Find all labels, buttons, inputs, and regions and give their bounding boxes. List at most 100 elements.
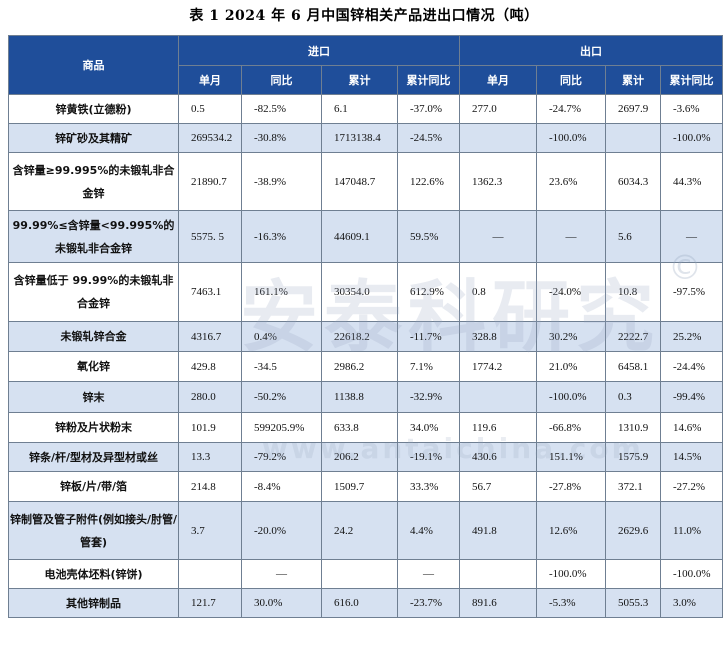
table-cell: 5.6	[605, 210, 661, 263]
table-cell: 44.3%	[660, 152, 723, 211]
product-name: 含锌量≥99.995%的未锻轧非合金锌	[8, 152, 179, 211]
table-cell: -5.3%	[536, 588, 606, 618]
table-cell: 24.2	[321, 501, 398, 560]
table-cell: 0.5	[178, 94, 242, 124]
product-name: 锌粉及片状粉末	[8, 412, 179, 443]
table-cell: 4.4%	[397, 501, 460, 560]
table-cell: -24.0%	[536, 262, 606, 322]
table-row: 含锌量低于 99.99%的未锻轧非合金锌 7463.1 161.1% 30354.0 6…	[8, 262, 723, 322]
product-name: 锌条/杆/型材及异型材或丝	[8, 442, 179, 472]
table-cell: -82.5%	[241, 94, 322, 124]
table-cell: -11.7%	[397, 321, 460, 352]
product-name: 未锻轧锌合金	[8, 321, 179, 352]
table-cell: 119.6	[459, 412, 537, 443]
table-cell: -99.4%	[660, 381, 723, 413]
table-cell: 6458.1	[605, 351, 661, 382]
table-cell: 122.6%	[397, 152, 460, 211]
table-row: 氧化锌 429.8 -34.5 2986.2 7.1% 1774.2 21.0% 6458.1…	[8, 351, 723, 382]
table-cell: -66.8%	[536, 412, 606, 443]
sub-header-row: 单月 同比 累计 累计同比 单月 同比 累计 累计同比	[9, 65, 723, 95]
table-cell: -100.0%	[536, 381, 606, 413]
table-cell: -3.6%	[660, 94, 723, 124]
table-cell: 269534.2	[178, 123, 242, 153]
table-cell: 12.6%	[536, 501, 606, 560]
product-name: 锌板/片/带/箔	[8, 471, 179, 502]
table-cell: 0.4%	[241, 321, 322, 352]
product-name: 锌黄铁(立德粉)	[8, 94, 179, 124]
table-cell: 280.0	[178, 381, 242, 413]
table-row: 电池壳体坯料(锌饼) — — -100.0% -100.0%	[8, 559, 723, 589]
table-cell	[178, 559, 242, 589]
table-cell: —	[459, 210, 537, 263]
table-cell: 7.1%	[397, 351, 460, 382]
table-cell: 7463.1	[178, 262, 242, 322]
table-cell: -50.2%	[241, 381, 322, 413]
table-cell	[459, 123, 537, 153]
table-cell: -100.0%	[536, 123, 606, 153]
table-cell: -97.5%	[660, 262, 723, 322]
table-cell	[605, 559, 661, 589]
table-cell: 891.6	[459, 588, 537, 618]
table-cell: 1138.8	[321, 381, 398, 413]
column-header: 单月	[178, 65, 242, 95]
table-cell: -23.7%	[397, 588, 460, 618]
table-cell: —	[660, 210, 723, 263]
table-cell: 101.9	[178, 412, 242, 443]
product-name: 其他锌制品	[8, 588, 179, 618]
table-cell	[605, 123, 661, 153]
table-cell	[459, 381, 537, 413]
zinc-trade-table: 商品 进口 出口 单月 同比 累计 累计同比 单月 同比 累计 累计同比 锌黄铁(立德粉) 0.…	[8, 35, 723, 618]
table-row: 99.99%≤含锌量<99.995%的未锻轧非合金锌 5575. 5 -16.3% 4…	[8, 210, 723, 263]
table-cell: -16.3%	[241, 210, 322, 263]
table-cell: -38.9%	[241, 152, 322, 211]
table-cell: -19.1%	[397, 442, 460, 472]
table-cell: —	[241, 559, 322, 589]
table-row: 锌制管及管子附件(例如接头/肘管/管套) 3.7 -20.0% 24.2 4.4% 491…	[8, 501, 723, 560]
table-cell: -24.4%	[660, 351, 723, 382]
table-cell: -34.5	[241, 351, 322, 382]
table-cell: 25.2%	[660, 321, 723, 352]
header-import: 进口	[178, 35, 460, 66]
table-cell: 633.8	[321, 412, 398, 443]
product-name: 锌矿砂及其精矿	[8, 123, 179, 153]
table-cell: -27.8%	[536, 471, 606, 502]
table-cell: 147048.7	[321, 152, 398, 211]
table-cell: -37.0%	[397, 94, 460, 124]
table-cell: 3.7	[178, 501, 242, 560]
table-row: 锌粉及片状粉末 101.9 599205.9% 633.8 34.0% 119.6 -66.…	[8, 412, 723, 443]
table-cell: 4316.7	[178, 321, 242, 352]
table-cell: —	[397, 559, 460, 589]
table-cell: 59.5%	[397, 210, 460, 263]
table-cell: 33.3%	[397, 471, 460, 502]
table-cell: 5575. 5	[178, 210, 242, 263]
table-cell: 2222.7	[605, 321, 661, 352]
table-cell: 616.0	[321, 588, 398, 618]
table-cell: 23.6%	[536, 152, 606, 211]
table-title: 表 1 2024 年 6 月中国锌相关产品进出口情况（吨）	[189, 8, 539, 24]
table-cell: 0.3	[605, 381, 661, 413]
table-cell: -100.0%	[536, 559, 606, 589]
column-header: 单月	[459, 65, 537, 95]
table-row: 锌条/杆/型材及异型材或丝 13.3 -79.2% 206.2 -19.1% 430.6 1…	[8, 442, 723, 472]
table-cell: 2629.6	[605, 501, 661, 560]
table-cell	[321, 559, 398, 589]
table-cell: 11.0%	[660, 501, 723, 560]
table-cell: 34.0%	[397, 412, 460, 443]
table-cell: 1310.9	[605, 412, 661, 443]
column-header: 累计	[321, 65, 398, 95]
table-cell: 6034.3	[605, 152, 661, 211]
table-row: 未锻轧锌合金 4316.7 0.4% 22618.2 -11.7% 328.8 30.2% 2…	[8, 321, 723, 352]
table-cell: 206.2	[321, 442, 398, 472]
table-cell: -100.0%	[660, 123, 723, 153]
table-row: 锌末 280.0 -50.2% 1138.8 -32.9% -100.0% 0.3 -99.4…	[8, 381, 723, 413]
table-cell: 612.9%	[397, 262, 460, 322]
table-cell: 14.5%	[660, 442, 723, 472]
column-header: 累计	[605, 65, 661, 95]
column-header: 累计同比	[660, 65, 723, 95]
table-cell: —	[536, 210, 606, 263]
table-cell: 0.8	[459, 262, 537, 322]
table-cell: 30.2%	[536, 321, 606, 352]
table-row: 其他锌制品 121.7 30.0% 616.0 -23.7% 891.6 -5.3% 5055…	[8, 588, 723, 618]
table-cell: 277.0	[459, 94, 537, 124]
table-cell: 214.8	[178, 471, 242, 502]
